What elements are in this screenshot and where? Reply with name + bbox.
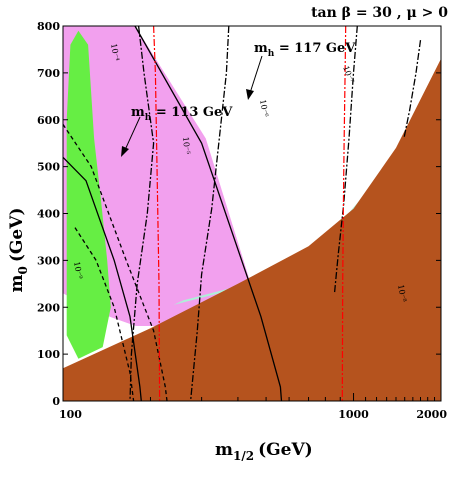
arrows-layer <box>121 55 263 157</box>
annotation-arrow-113 <box>124 116 141 151</box>
y-tick-label: 300 <box>37 254 60 267</box>
y-tick-label: 0 <box>52 395 60 408</box>
contour-label-6: 10⁻⁹ <box>72 261 84 281</box>
y-tick-label: 400 <box>37 208 60 221</box>
contour-label-3: 10⁻⁶ <box>258 99 270 118</box>
x-axis-title: m1/2 (GeV) <box>215 440 313 463</box>
contour-label-2: 10⁻⁵ <box>181 136 192 154</box>
contour-line-1 <box>62 156 142 402</box>
x-axis-title-sub: 1/2 <box>233 449 254 463</box>
curves-layer <box>62 25 422 402</box>
x-tick-label: 100 <box>59 408 82 421</box>
contour-line-6 <box>189 25 230 402</box>
annotation-mh-113: mh = 113 GeV <box>131 105 233 123</box>
contour-line-2 <box>134 25 283 402</box>
x-tick-label: 1000 <box>338 408 369 421</box>
contour-label-5: 10⁻⁸ <box>396 284 408 303</box>
y-tick-label: 800 <box>37 20 60 33</box>
region-brown <box>63 58 441 402</box>
x-tick-label: 2000 <box>416 408 447 421</box>
region-pink <box>63 26 261 326</box>
y-axis-title-sub: 0 <box>16 266 30 274</box>
chart-title: tan β = 30 , μ > 0 <box>311 5 448 21</box>
annotation-mh-113-sub: h <box>145 113 152 123</box>
y-axis-title: m0 (GeV) <box>7 208 30 293</box>
contour-label-1: 10⁻⁴ <box>109 43 121 62</box>
region-green <box>66 30 111 359</box>
y-tick-label: 600 <box>37 114 60 127</box>
y-tick-label: 700 <box>37 67 60 80</box>
contour-line-10 <box>341 25 347 402</box>
contour-line-9 <box>153 25 161 402</box>
contour-line-5 <box>129 25 155 402</box>
annotation-mh-113-rest: = 113 GeV <box>151 105 233 120</box>
annotation-mh-117-sub: h <box>268 49 275 59</box>
annotation-arrowhead-117 <box>246 89 254 100</box>
y-tick-label: 200 <box>37 301 60 314</box>
regions-layer <box>63 26 441 402</box>
annotation-mh-117-m: m <box>254 41 268 56</box>
annotation-arrow-117 <box>249 55 263 94</box>
annotation-arrowhead-113 <box>121 146 129 157</box>
contour-line-8 <box>403 40 422 139</box>
annotation-mh-113-m: m <box>131 105 145 120</box>
y-tick-label: 100 <box>37 348 60 361</box>
y-axis-title-m: m <box>7 274 27 292</box>
contour-line-7 <box>333 25 358 294</box>
contour-line-3 <box>62 124 168 402</box>
annotation-mh-117-rest: = 117 GeV <box>274 41 356 56</box>
x-axis-title-unit: (GeV) <box>258 440 313 460</box>
x-axis-title-m: m <box>215 440 233 460</box>
annotation-mh-117: mh = 117 GeV <box>254 41 356 59</box>
y-axis-title-unit: (GeV) <box>7 208 27 263</box>
y-tick-label: 500 <box>37 161 60 174</box>
